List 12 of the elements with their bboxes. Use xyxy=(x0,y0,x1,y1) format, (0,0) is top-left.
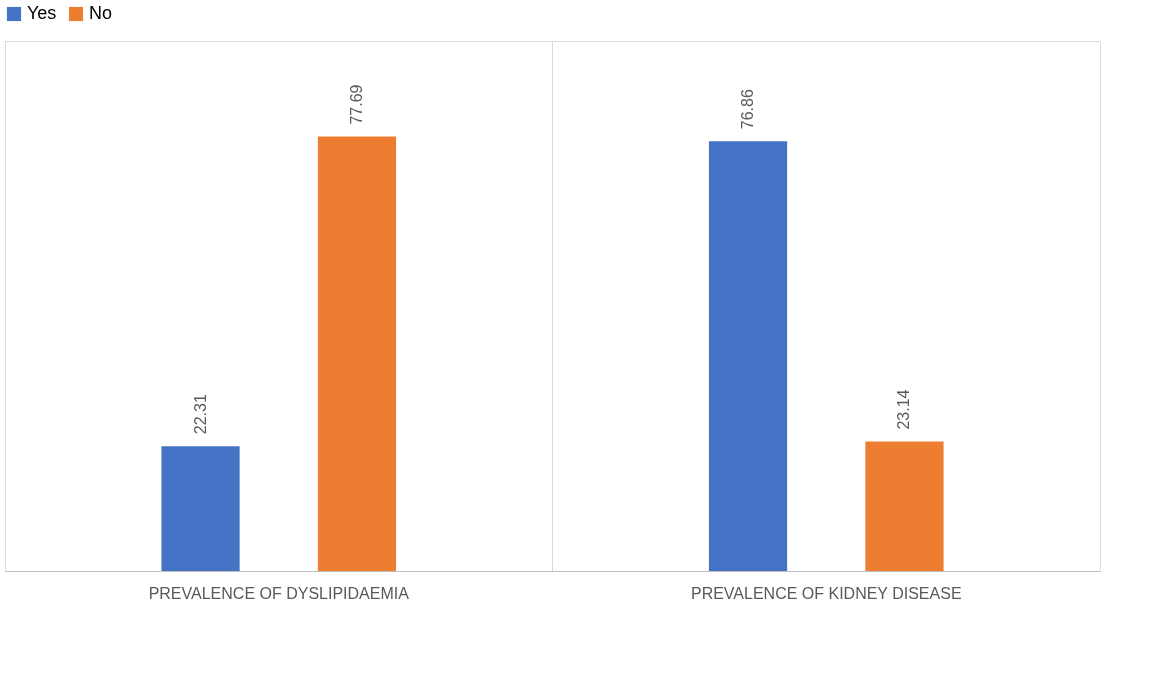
data-label: 76.86 xyxy=(739,89,757,130)
bar xyxy=(161,446,240,571)
x-tick-label: PREVALENCE OF DYSLIPIDAEMIA xyxy=(148,584,410,602)
data-label: 77.69 xyxy=(347,84,365,125)
data-label: 23.14 xyxy=(895,389,913,430)
x-tick-label: PREVALENCE OF KIDNEY DISEASE xyxy=(690,584,962,602)
data-label: 22.31 xyxy=(191,394,209,435)
legend-label: Yes xyxy=(27,3,57,23)
bar xyxy=(317,136,397,571)
legend-label: No xyxy=(89,3,113,23)
bar xyxy=(708,141,788,571)
bar xyxy=(865,441,944,571)
